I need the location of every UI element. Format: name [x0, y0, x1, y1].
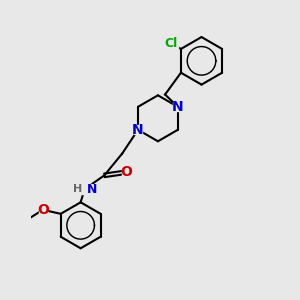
Text: N: N [172, 100, 184, 114]
Bar [77, 184, 92, 194]
Text: H: H [73, 184, 82, 194]
Text: Cl: Cl [164, 37, 177, 50]
Bar [163, 38, 178, 48]
Text: N: N [132, 123, 144, 137]
Bar [122, 168, 130, 176]
Bar [173, 102, 182, 111]
Text: O: O [37, 203, 49, 217]
Bar [134, 125, 142, 134]
Text: O: O [120, 165, 132, 179]
Bar [39, 206, 47, 214]
Text: N: N [87, 183, 97, 196]
